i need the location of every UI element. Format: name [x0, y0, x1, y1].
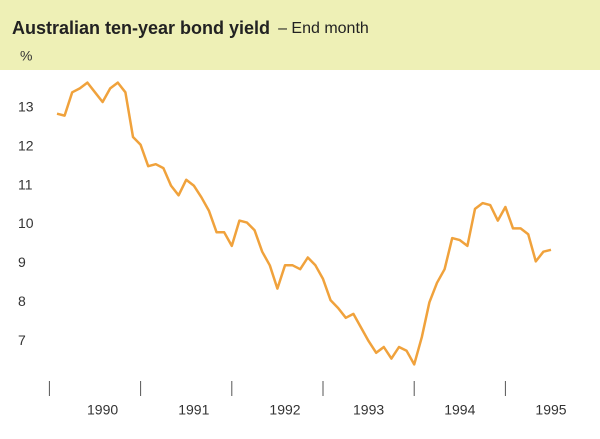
- header-band: [0, 0, 600, 70]
- data-line: [56, 81, 552, 366]
- y-tick-label: 10: [18, 215, 34, 231]
- y-axis-unit: %: [20, 48, 32, 64]
- x-tick-label: 1995: [535, 402, 566, 418]
- y-tick-label: 12: [18, 137, 34, 153]
- y-tick-label: 7: [18, 332, 26, 348]
- chart-title-line: Australian ten-year bond yield – End mont…: [12, 18, 369, 38]
- x-tick-label: 1994: [444, 402, 475, 418]
- chart-subtitle: – End month: [278, 20, 369, 37]
- y-tick-label: 11: [18, 176, 33, 192]
- y-tick-label: 8: [18, 293, 26, 309]
- x-tick-label: 1990: [87, 402, 118, 418]
- y-tick-label: 9: [18, 254, 26, 270]
- x-tick-label: 1993: [353, 402, 384, 418]
- x-tick-label: 1991: [178, 402, 209, 418]
- x-tick-label: 1992: [269, 402, 300, 418]
- chart-title: Australian ten-year bond yield: [12, 18, 270, 38]
- y-tick-label: 13: [18, 99, 34, 115]
